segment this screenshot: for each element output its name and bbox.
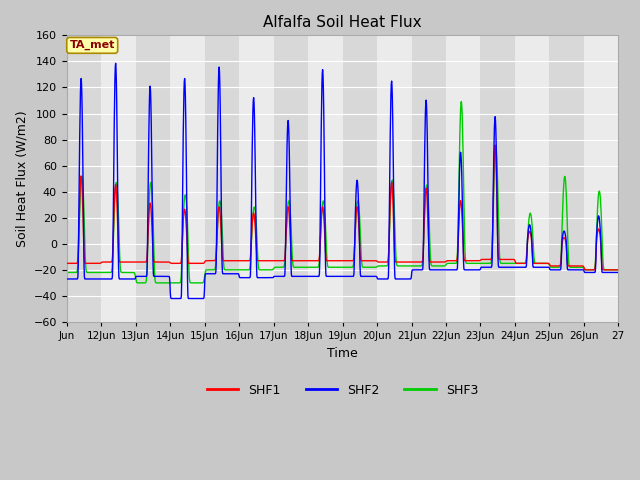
Bar bbox=[549, 36, 584, 322]
Bar bbox=[377, 36, 412, 322]
Bar bbox=[239, 36, 274, 322]
Bar bbox=[67, 36, 101, 322]
Bar bbox=[342, 36, 377, 322]
Bar bbox=[308, 36, 342, 322]
X-axis label: Time: Time bbox=[327, 347, 358, 360]
Bar bbox=[446, 36, 481, 322]
Bar bbox=[481, 36, 515, 322]
Text: TA_met: TA_met bbox=[70, 40, 115, 50]
Bar bbox=[515, 36, 549, 322]
Y-axis label: Soil Heat Flux (W/m2): Soil Heat Flux (W/m2) bbox=[15, 110, 28, 247]
Bar bbox=[412, 36, 446, 322]
Bar bbox=[205, 36, 239, 322]
Bar bbox=[170, 36, 205, 322]
Title: Alfalfa Soil Heat Flux: Alfalfa Soil Heat Flux bbox=[263, 15, 422, 30]
Bar bbox=[584, 36, 618, 322]
Bar bbox=[136, 36, 170, 322]
Legend: SHF1, SHF2, SHF3: SHF1, SHF2, SHF3 bbox=[202, 379, 483, 402]
Bar bbox=[274, 36, 308, 322]
Bar bbox=[101, 36, 136, 322]
